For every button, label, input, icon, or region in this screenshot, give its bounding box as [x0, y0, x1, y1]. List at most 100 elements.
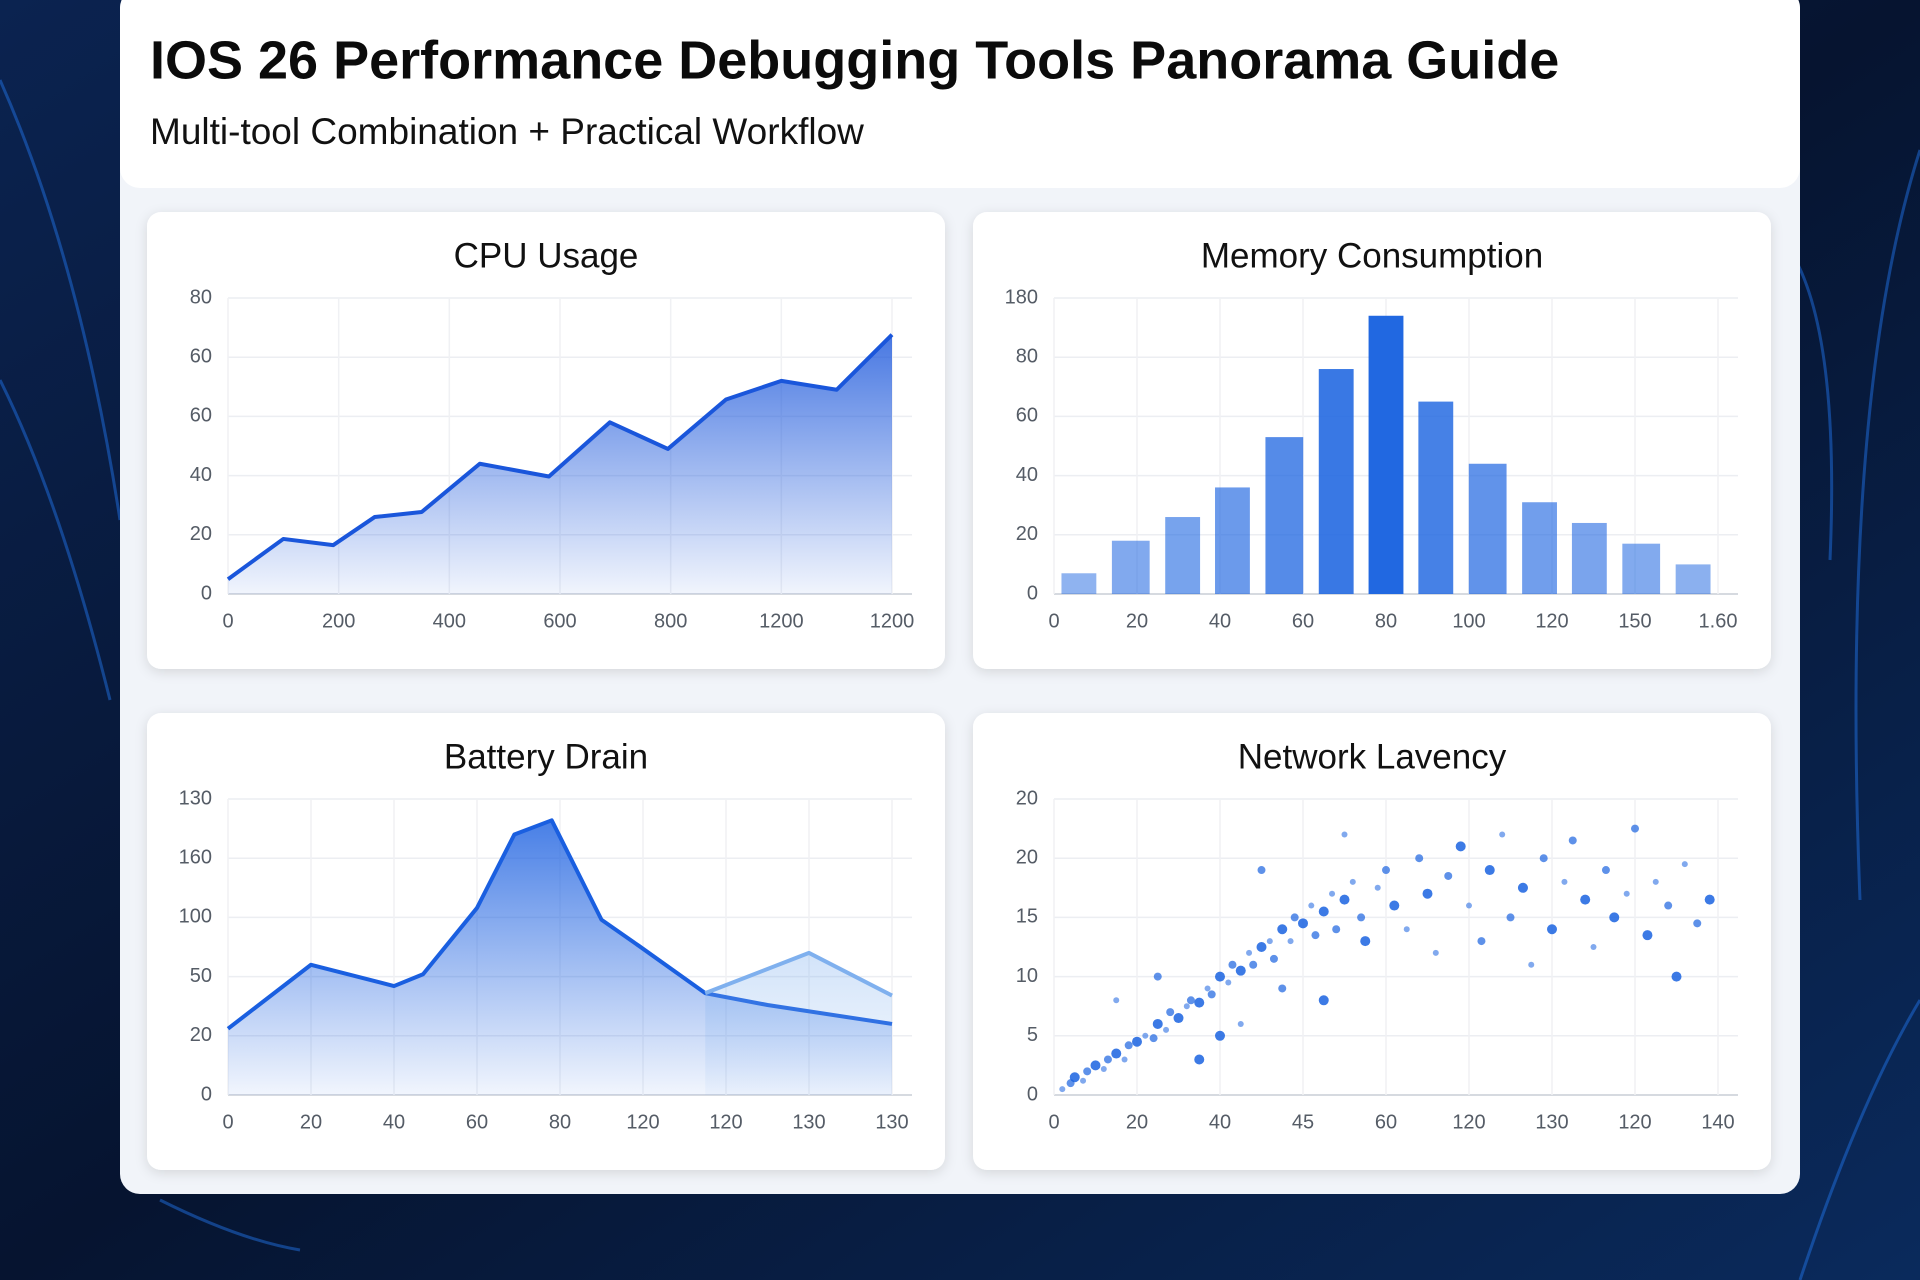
point — [1237, 1020, 1244, 1027]
point — [1113, 997, 1120, 1004]
x-tick-label: 40 — [1209, 1111, 1231, 1133]
point — [1308, 902, 1315, 909]
point — [1681, 861, 1688, 868]
page-subtitle: Multi-tool Combination + Practical Workf… — [150, 111, 864, 152]
point — [1339, 894, 1350, 905]
point — [1623, 890, 1630, 897]
point — [1183, 1003, 1190, 1010]
line — [226, 333, 894, 581]
bar — [1061, 573, 1097, 594]
point — [1121, 1056, 1128, 1063]
y-tick-label: 100 — [179, 906, 212, 928]
point — [1124, 1041, 1133, 1050]
point — [1631, 824, 1639, 833]
chart-title: Memory Consumption — [1201, 236, 1543, 275]
point — [1194, 1054, 1205, 1065]
point — [1142, 1032, 1149, 1039]
point — [1403, 926, 1410, 933]
point — [1484, 865, 1495, 876]
y-tick-label: 0 — [1027, 582, 1038, 604]
chart-title: Battery Drain — [444, 737, 648, 776]
y-tick-label: 40 — [1016, 464, 1038, 486]
point — [1318, 906, 1329, 917]
point — [1225, 979, 1232, 986]
point — [1152, 1018, 1163, 1029]
bar — [1468, 463, 1507, 594]
point — [1415, 854, 1424, 863]
point — [1215, 1030, 1225, 1041]
chart-panel: Battery Drain 0 20 50 100 160 130 0 20 40 60 80 120 1… — [147, 713, 945, 1170]
point — [1235, 965, 1246, 976]
x-tick-label: 60 — [1292, 610, 1314, 632]
x-tick-label: 120 — [1618, 1111, 1651, 1133]
point — [1166, 1008, 1175, 1017]
point — [1477, 937, 1486, 946]
point — [1111, 1048, 1122, 1059]
point — [1360, 936, 1371, 947]
point — [1374, 884, 1381, 891]
point — [1215, 971, 1225, 982]
point — [1547, 924, 1557, 935]
point — [1277, 924, 1288, 935]
point — [1153, 972, 1162, 981]
x-tick-label: 80 — [1375, 610, 1397, 632]
point — [1173, 1013, 1184, 1024]
y-tick-label: 160 — [179, 846, 212, 868]
point — [1194, 997, 1205, 1008]
bar — [1165, 517, 1201, 594]
point — [1311, 931, 1320, 940]
point — [1671, 971, 1682, 982]
point — [1163, 1026, 1170, 1033]
y-tick-label: 10 — [1016, 965, 1038, 987]
point — [1257, 866, 1266, 875]
x-tick-label: 600 — [543, 610, 576, 632]
y-tick-label: 0 — [201, 1083, 212, 1105]
point — [1256, 942, 1267, 952]
y-tick-label: 20 — [190, 1024, 212, 1046]
point — [1269, 954, 1278, 963]
y-tick-label: 0 — [201, 582, 212, 604]
point — [1693, 919, 1702, 928]
chart-title: Network Lavency — [1238, 737, 1507, 776]
bar — [1675, 564, 1711, 594]
y-tick-label: 0 — [1027, 1083, 1038, 1105]
x-tick-label: 80 — [549, 1111, 571, 1133]
x-tick-label: 200 — [322, 610, 355, 632]
chart-panel: Network Lavency 0 5 10 15 20 20 0 20 40 45 60 120 130… — [973, 713, 1771, 1170]
point — [1664, 901, 1673, 910]
x-tick-label: 60 — [466, 1111, 488, 1133]
y-tick-label: 20 — [1016, 787, 1038, 809]
y-tick-label: 60 — [190, 405, 212, 427]
point — [1207, 990, 1216, 999]
x-tick-label: 1200 — [759, 610, 804, 632]
x-tick-label: 120 — [1535, 610, 1568, 632]
y-tick-label: 50 — [190, 965, 212, 987]
y-tick-label: 20 — [1016, 523, 1038, 545]
decor — [0, 79, 1920, 1280]
x-tick-label: 100 — [1452, 610, 1485, 632]
point — [1149, 1034, 1158, 1043]
point — [1332, 925, 1341, 934]
point — [1455, 841, 1466, 852]
x-tick-label: 0 — [1048, 1111, 1059, 1133]
bar — [1265, 437, 1304, 594]
bar — [1215, 487, 1250, 594]
panel-bg — [973, 713, 1771, 1170]
chart-panel: Memory Consumption 0 20 40 60 80 180 0 20 40 60 80 1… — [973, 212, 1771, 669]
point — [1528, 961, 1535, 968]
line — [704, 950, 893, 998]
point — [1298, 918, 1308, 929]
point — [1590, 944, 1597, 950]
y-tick-label: 60 — [1016, 405, 1038, 427]
point — [1059, 1086, 1066, 1093]
x-tick-label: 130 — [792, 1111, 825, 1133]
bar — [1318, 369, 1354, 594]
page-title: IOS 26 Performance Debugging Tools Panor… — [150, 30, 1559, 90]
point — [1357, 913, 1366, 922]
y-tick-label: 60 — [190, 345, 212, 367]
y-tick-label: 80 — [190, 286, 212, 308]
point — [1341, 831, 1348, 838]
y-tick-label: 40 — [190, 464, 212, 486]
point — [1601, 866, 1610, 875]
